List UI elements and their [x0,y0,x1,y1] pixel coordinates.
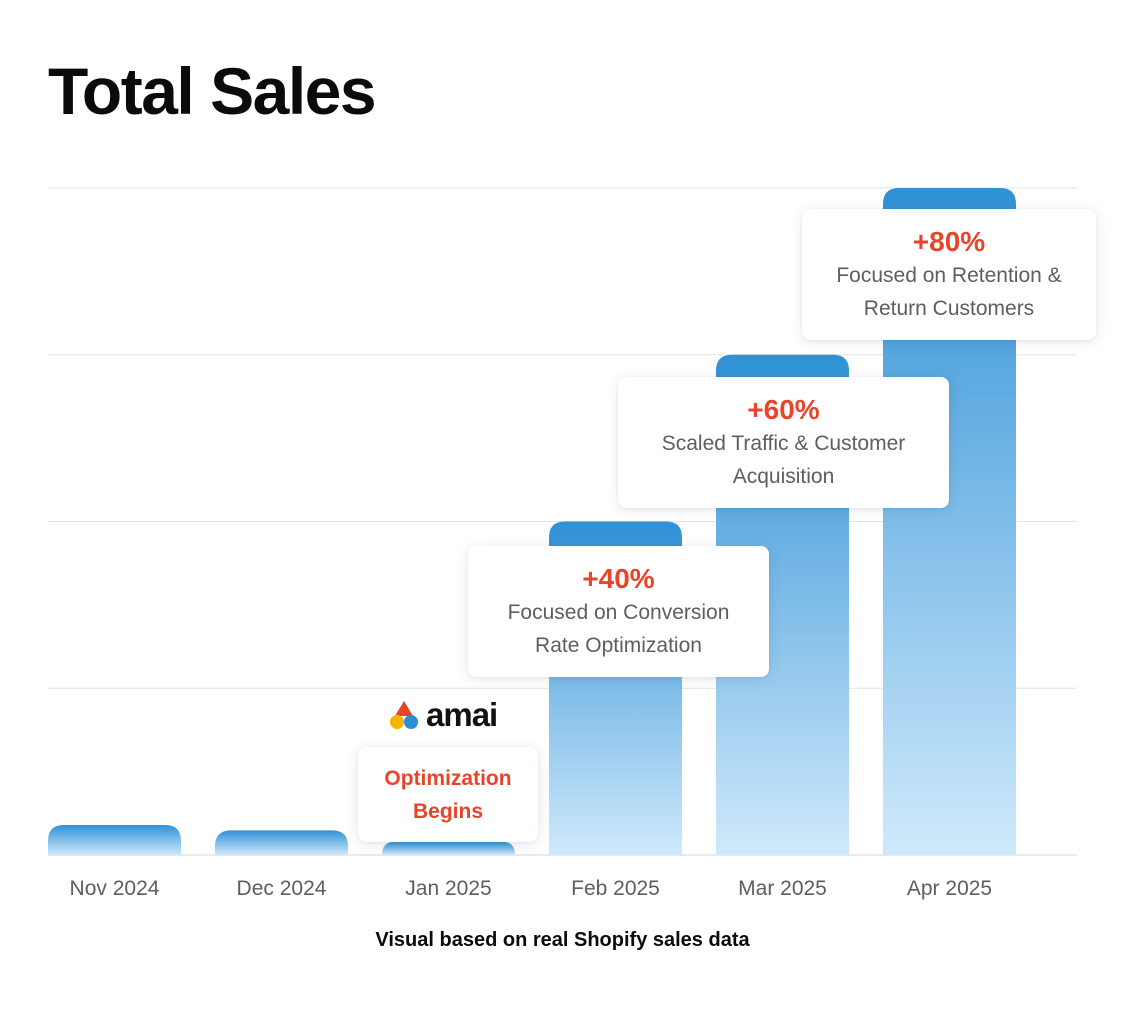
logo-shape-blue [404,714,418,729]
callout-feb-percent: +40% [582,562,655,594]
callout-apr-line-1: Focused on Retention & [836,263,1062,287]
callout-mar-2025: +60% Scaled Traffic & Customer Acquisiti… [618,377,949,508]
amai-logo: amai [388,696,498,733]
x-tick-label: Mar 2025 [738,877,827,900]
bar-jan-2025 [382,841,515,855]
callout-apr-line-2: Return Customers [863,296,1035,320]
callout-mar-line-2: Acquisition [732,464,835,488]
x-tick-label: Nov 2024 [70,877,160,900]
x-tick-label: Dec 2024 [237,877,327,900]
callout-jan-2025: Optimization Begins [358,747,538,842]
logo-shape-yellow [390,714,404,729]
callout-jan-line-2: Begins [412,799,483,823]
x-tick-label: Apr 2025 [907,877,992,900]
bar-nov-2024 [48,824,181,855]
chart-title: Total Sales [48,54,377,128]
x-tick-label: Feb 2025 [571,877,660,900]
callout-apr-percent: +80% [912,225,986,257]
callout-mar-line-1: Scaled Traffic & Customer [661,431,906,455]
callout-jan-line-1: Optimization [384,766,512,790]
x-tick-label: Jan 2025 [405,877,491,900]
bar-apr-2025 [883,188,1016,855]
callout-feb-line-2: Rate Optimization [535,633,702,657]
callout-mar-percent: +60% [747,393,820,425]
bar-dec-2024 [215,830,348,855]
logo-shape-red [395,700,413,716]
amai-logo-text: amai [426,696,498,733]
amai-logo-icon [390,700,418,729]
callout-feb-2025: +40% Focused on Conversion Rate Optimiza… [468,546,769,677]
callout-feb-line-1: Focused on Conversion [507,600,730,624]
callout-apr-2025: +80% Focused on Retention & Return Custo… [802,209,1096,340]
chart-caption: Visual based on real Shopify sales data [375,929,750,951]
